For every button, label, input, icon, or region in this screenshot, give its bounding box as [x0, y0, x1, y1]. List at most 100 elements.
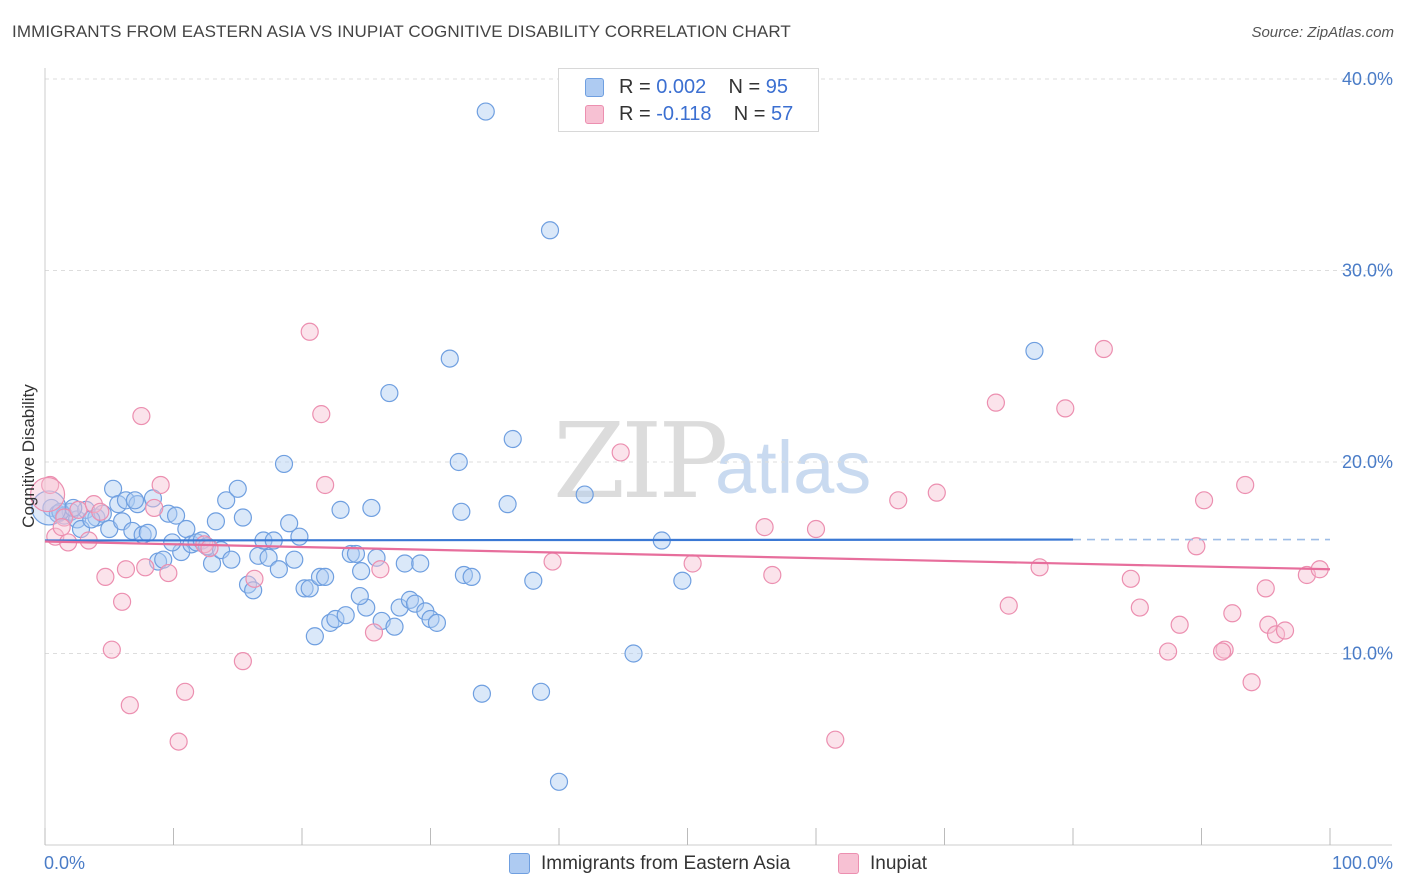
data-point: [1212, 642, 1232, 661]
data-point: [352, 562, 371, 581]
data-point: [1223, 604, 1242, 623]
source-label: Source: ZipAtlas.com: [1251, 24, 1394, 41]
x-tick-label: 0.0%: [44, 853, 85, 873]
data-point: [290, 527, 309, 546]
legend-r-value-blue: 0.002: [656, 76, 707, 98]
data-point: [826, 730, 845, 749]
data-point: [125, 491, 145, 510]
data-point: [138, 523, 157, 542]
legend-r-label: R =: [619, 103, 651, 125]
data-point: [233, 652, 252, 671]
y-tick-label: 10.0%: [1342, 644, 1393, 664]
data-point: [611, 443, 630, 462]
data-point: [300, 579, 319, 598]
data-point: [259, 548, 278, 567]
data-point: [498, 495, 517, 514]
data-point: [233, 508, 252, 527]
data-point: [1187, 537, 1206, 556]
y-tick-label: 40.0%: [1342, 69, 1393, 89]
data-point: [143, 489, 163, 508]
data-point: [405, 594, 425, 613]
data-point: [380, 383, 399, 403]
data-point: [136, 558, 155, 577]
data-point: [1275, 621, 1295, 640]
data-point: [503, 429, 522, 449]
data-point: [154, 550, 173, 569]
legend-n-label: N =: [728, 76, 761, 98]
data-point: [336, 606, 355, 625]
axes: [44, 68, 1392, 846]
data-point-large: [29, 476, 66, 513]
series-inupiat-points: [29, 322, 1329, 751]
data-point: [169, 732, 188, 751]
data-point: [362, 498, 381, 518]
y-tick-label: 30.0%: [1342, 261, 1393, 281]
y-tick-label: 20.0%: [1342, 452, 1393, 472]
data-point: [295, 579, 314, 598]
bottom-legend-swatch-pink: [838, 853, 859, 874]
data-point: [1242, 673, 1261, 692]
data-point: [222, 550, 241, 569]
data-point: [151, 475, 170, 495]
data-point: [331, 500, 350, 519]
data-point: [385, 617, 404, 636]
data-point: [472, 684, 491, 703]
watermark-zip: ZIP: [553, 400, 728, 522]
data-point: [364, 623, 384, 642]
data-point: [228, 479, 247, 498]
data-point: [673, 571, 692, 590]
data-point: [543, 552, 562, 571]
data-point: [1158, 642, 1178, 661]
data-point: [116, 560, 136, 579]
chart-title: IMMIGRANTS FROM EASTERN ASIA VS INUPIAT …: [12, 22, 791, 41]
data-point: [326, 609, 345, 629]
data-point: [163, 533, 182, 552]
data-point: [112, 592, 132, 611]
data-point: [1030, 558, 1049, 577]
data-point: [1025, 341, 1044, 361]
data-point: [96, 567, 115, 587]
data-point: [806, 519, 826, 539]
data-point: [755, 518, 774, 537]
data-point: [540, 221, 560, 240]
data-point: [217, 491, 236, 510]
data-point: [102, 640, 121, 659]
legend-n-value-pink: 57: [770, 103, 794, 125]
data-point: [159, 563, 178, 583]
data-point: [763, 565, 782, 585]
data-point: [683, 554, 702, 573]
legend-r-label: R =: [619, 76, 651, 98]
data-point: [889, 491, 908, 510]
legend-n-label: N =: [733, 103, 766, 125]
data-point-large: [31, 490, 67, 526]
data-point: [166, 506, 186, 525]
data-point: [1170, 615, 1189, 634]
legend-r-value-pink: -0.118: [656, 103, 712, 125]
trend-lines: [44, 538, 1331, 571]
data-point: [280, 514, 299, 533]
data-point: [310, 567, 330, 587]
data-point: [1256, 579, 1275, 598]
data-point: [999, 596, 1018, 615]
watermark-atlas: atlas: [715, 426, 872, 509]
data-point: [390, 598, 409, 617]
data-point: [350, 586, 369, 606]
data-point: [575, 485, 594, 504]
data-point: [1266, 625, 1286, 644]
data-point: [274, 454, 294, 474]
data-point: [549, 772, 569, 791]
data-point: [346, 544, 366, 564]
data-point: [206, 512, 226, 531]
data-point: [200, 539, 219, 558]
data-point: [305, 627, 324, 646]
data-point: [395, 554, 414, 573]
legend-n-value-blue: 95: [765, 76, 789, 98]
data-point: [316, 567, 335, 587]
data-point: [1056, 399, 1075, 418]
data-point: [927, 483, 946, 502]
data-point: [524, 571, 543, 590]
data-point: [245, 569, 264, 588]
data-point: [300, 322, 319, 341]
x-tick-label: 100.0%: [1332, 853, 1393, 873]
